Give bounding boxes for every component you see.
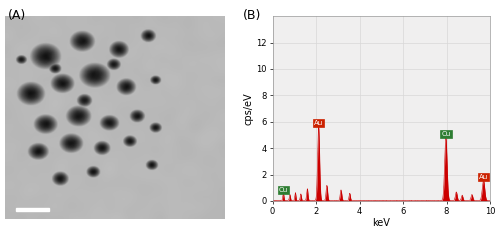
Text: Cu: Cu	[441, 131, 450, 137]
Text: Au: Au	[479, 174, 488, 180]
Text: (A): (A)	[8, 9, 26, 22]
X-axis label: keV: keV	[372, 218, 390, 228]
Text: (B): (B)	[242, 9, 261, 22]
Y-axis label: cps/eV: cps/eV	[244, 92, 254, 125]
Text: Cu: Cu	[279, 187, 288, 193]
Bar	[16, 208, 49, 211]
Text: Au: Au	[314, 120, 323, 126]
